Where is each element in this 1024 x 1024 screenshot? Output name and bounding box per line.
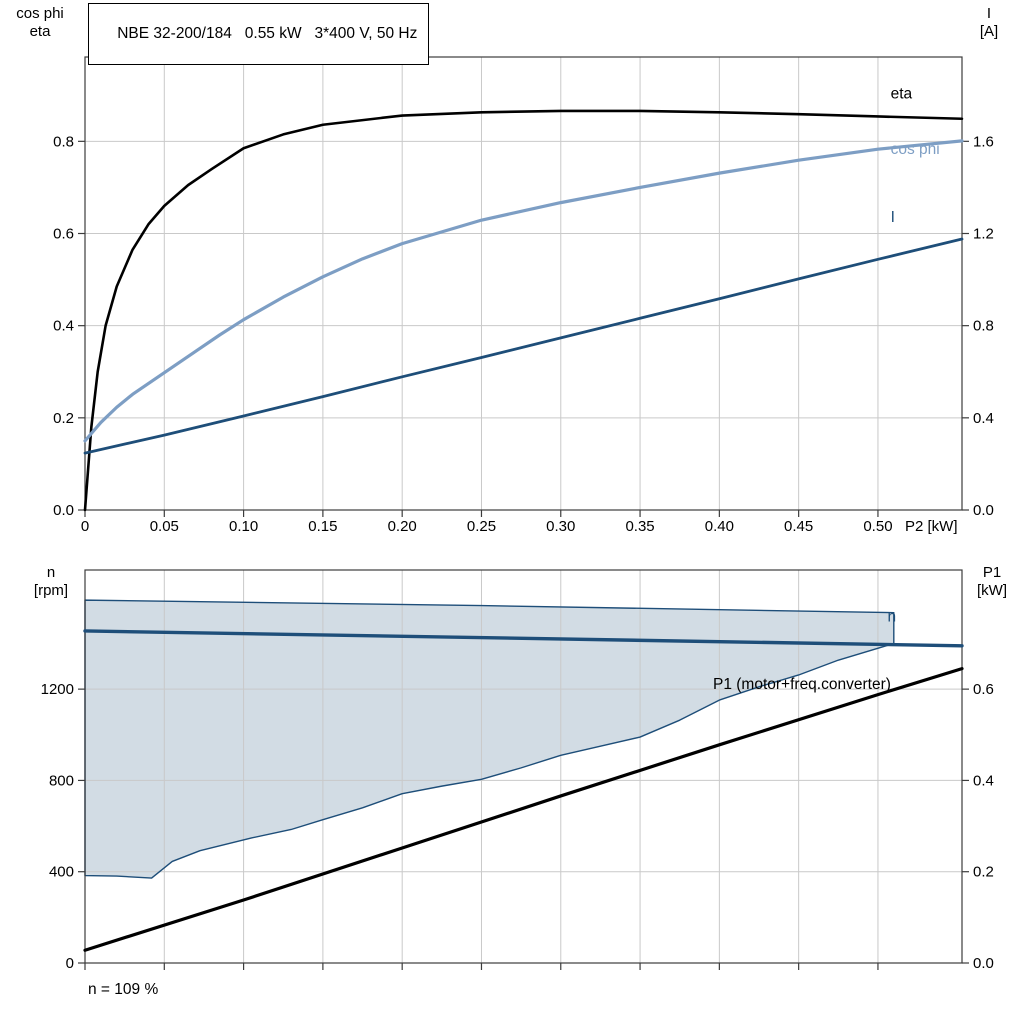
right-axis-tick-label: 1.6 [973,133,994,150]
x-axis-unit-label: P2 [kW] [905,518,958,535]
left-axis-tick-label: 0.4 [53,318,74,335]
left-axis-tick-label: 0.0 [53,502,74,519]
axis-title-line: n [46,564,56,581]
x-axis-tick-label: 0.20 [388,518,417,535]
area-speed-duty-range [85,600,894,879]
right-axis-tick-label: 0.8 [973,318,994,335]
left-axis-tick-label: 800 [49,772,74,789]
axis-title-line: eta [29,23,51,40]
axis-title-line: [rpm] [33,582,69,599]
x-axis-tick-label: 0.30 [546,518,575,535]
x-axis-tick-label: 0.15 [308,518,337,535]
x-axis-tick-label: 0.45 [784,518,813,535]
x-axis-tick-label: 0.05 [150,518,179,535]
x-axis-tick-label: 0.35 [625,518,654,535]
axis-title-input-power: P1 [kW] [965,564,1019,600]
x-axis-tick-label: 0.25 [467,518,496,535]
series-p1-motor-freq-converter-label: P1 (motor+freq.converter) [713,676,891,693]
left-axis-tick-label: 0.6 [53,225,74,242]
left-axis-tick-label: 1200 [41,681,74,698]
x-axis-tick-label: 0.40 [705,518,734,535]
x-axis-tick-label: 0 [81,518,89,535]
left-axis-tick-label: 0.2 [53,410,74,427]
right-axis-tick-label: 0.6 [973,681,994,698]
right-axis-tick-label: 0.0 [973,955,994,972]
x-axis-tick-label: 0.50 [863,518,892,535]
series-n-curve [83,629,964,648]
series-cos-phi-curve [83,139,964,443]
plot-border [84,56,963,511]
series-eta-curve [83,109,964,512]
right-axis-tick-label: 0.0 [973,502,994,519]
axis-title-speed: n [rpm] [16,564,86,600]
series-n-label: n [887,609,896,626]
series-eta-label: eta [891,85,913,102]
speed-percentage-note: n = 109 % [88,981,159,998]
left-axis-tick-label: 0.8 [53,133,74,150]
right-axis-tick-label: 1.2 [973,225,994,242]
x-axis-tick-label: 0.10 [229,518,258,535]
axis-title-line: P1 [982,564,1002,581]
left-axis-tick-label: 0 [66,955,74,972]
right-axis-tick-label: 0.4 [973,772,994,789]
chart-title-box: NBE 32-200/184 0.55 kW 3*400 V, 50 Hz [88,3,430,65]
axis-title-line: I [986,5,992,22]
area-outline-speed-duty-range [84,599,895,879]
axis-title-line: [A] [979,23,999,40]
axis-title-line: [kW] [977,582,1007,599]
series-i-label: I [891,209,895,226]
axis-title-current: I [A] [963,5,1015,41]
series-cos-phi-label: cos phi [891,141,940,158]
left-axis-tick-label: 400 [49,864,74,881]
axis-title-cosphi-eta: cos phi eta [4,5,76,41]
plot-border [84,569,963,964]
series-i-curve [83,237,964,455]
series-p1-motor-freq-converter-curve [83,666,964,952]
chart-title: NBE 32-200/184 0.55 kW 3*400 V, 50 Hz [117,25,418,42]
right-axis-tick-label: 0.4 [973,410,994,427]
axis-title-line: cos phi [16,5,64,22]
right-axis-tick-label: 0.2 [973,864,994,881]
